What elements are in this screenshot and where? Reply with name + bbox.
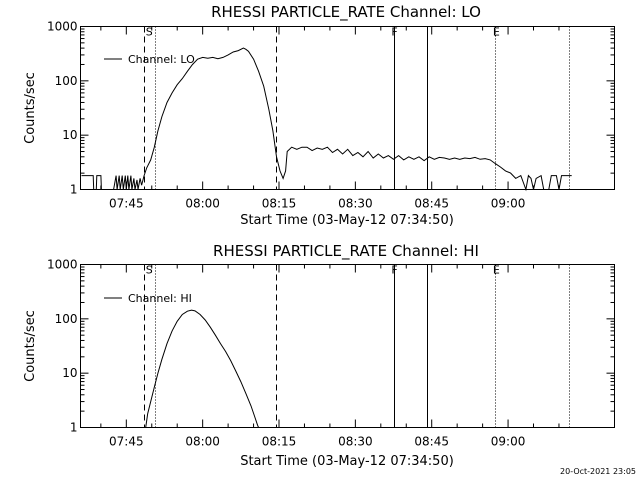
panel-lo-ytick-label-1: 10 xyxy=(62,128,77,142)
panel-hi-ytick-label-2: 100 xyxy=(55,312,78,326)
panel-hi-series-line xyxy=(145,309,260,428)
panel-lo-channel: RHESSI PARTICLE_RATE Channel: LO 07:45 08… xyxy=(23,3,615,228)
panel-hi-channel: RHESSI PARTICLE_RATE Channel: HI 07:45 08… xyxy=(23,242,615,469)
panel-hi-xtick-label-5: 09:00 xyxy=(491,435,526,449)
panel-hi-marker-f: F xyxy=(391,264,397,277)
panel-lo-xtick-label-1: 08:00 xyxy=(185,197,220,211)
panel-hi-legend: Channel: HI xyxy=(104,292,192,305)
panel-lo-xtick-label-2: 08:15 xyxy=(262,197,297,211)
panel-hi-title: RHESSI PARTICLE_RATE Channel: HI xyxy=(213,242,479,261)
panel-lo-marker-f: F xyxy=(391,26,397,39)
panel-lo-ytick-label-2: 100 xyxy=(55,74,78,88)
panel-hi-marker-e: E xyxy=(493,264,500,277)
panel-hi-ytick-label-1: 10 xyxy=(62,366,77,380)
generation-timestamp: 20-Oct-2021 23:05 xyxy=(560,467,636,476)
panel-lo-ytick-label-0: 1 xyxy=(70,183,78,197)
panel-hi-ytick-label-3: 1000 xyxy=(47,258,78,272)
panel-hi-marker-s: S xyxy=(146,264,153,277)
panel-lo-legend-label: Channel: LO xyxy=(128,53,195,66)
panel-hi-legend-label: Channel: HI xyxy=(128,292,192,305)
panel-lo-ticks: 07:45 08:00 08:15 08:30 08:45 09:00 1 10 100 1000 xyxy=(47,20,615,211)
panel-hi-y-axis-label: Counts/sec xyxy=(23,310,38,382)
panel-lo-marker-s: S xyxy=(146,26,153,39)
panel-lo-ytick-label-3: 1000 xyxy=(47,20,78,34)
panel-hi-xtick-label-4: 08:45 xyxy=(414,435,449,449)
panel-lo-legend: Channel: LO xyxy=(104,53,195,66)
panel-lo-title: RHESSI PARTICLE_RATE Channel: LO xyxy=(211,3,481,22)
panel-lo-marker-e: E xyxy=(493,26,500,39)
panel-hi-x-axis-label: Start Time (03-May-12 07:34:50) xyxy=(240,454,454,469)
panel-lo-xtick-label-4: 08:45 xyxy=(414,197,449,211)
panel-hi-plot-frame xyxy=(80,264,615,428)
panel-hi-xtick-label-0: 07:45 xyxy=(109,435,144,449)
panel-hi-xtick-label-3: 08:30 xyxy=(338,435,373,449)
panel-lo-xtick-label-0: 07:45 xyxy=(109,197,144,211)
panel-lo-x-axis-label: Start Time (03-May-12 07:34:50) xyxy=(240,213,454,228)
panel-hi-ticks: 07:45 08:00 08:15 08:30 08:45 09:00 1 10 100 1000 xyxy=(47,258,615,449)
panel-lo-xtick-label-5: 09:00 xyxy=(491,197,526,211)
panel-hi-xtick-label-2: 08:15 xyxy=(262,435,297,449)
panel-hi-xtick-label-1: 08:00 xyxy=(185,435,220,449)
panel-lo-series-line xyxy=(81,47,572,192)
panel-lo-y-axis-label: Counts/sec xyxy=(23,72,38,144)
panel-lo-xtick-label-3: 08:30 xyxy=(338,197,373,211)
panel-hi-ytick-label-0: 1 xyxy=(70,421,78,435)
panel-lo-plot-frame xyxy=(80,26,615,190)
